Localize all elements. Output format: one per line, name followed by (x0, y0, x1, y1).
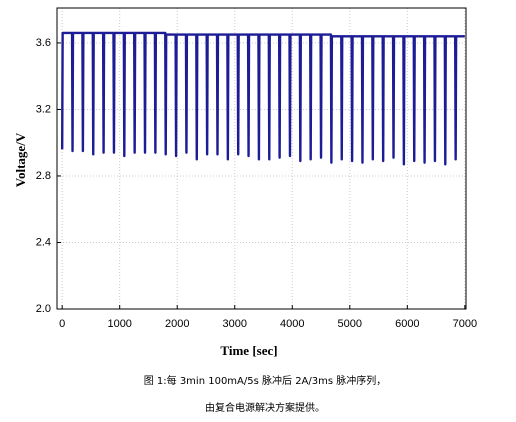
y-tick-label: 2.8 (36, 170, 51, 182)
caption: 图 1:每 3min 100mA/5s 脉冲后 2A/3ms 脉冲序列， (144, 374, 387, 387)
x-tick-label: 4000 (280, 318, 304, 330)
caption: 由复合电源解决方案提供。 (205, 401, 325, 414)
x-axis-label: Time [sec] (220, 343, 277, 358)
x-tick-label: 6000 (395, 318, 419, 330)
y-axis-label: Voltage/V (13, 132, 28, 187)
plot-frame (56, 7, 467, 310)
x-tick-label: 2000 (165, 318, 189, 330)
x-tick-label: 0 (59, 318, 65, 330)
x-tick-label: 3000 (223, 318, 247, 330)
x-tick-label: 7000 (453, 318, 477, 330)
y-tick-label: 3.6 (36, 37, 51, 49)
x-tick-label: 1000 (107, 318, 131, 330)
x-tick-label: 5000 (338, 318, 362, 330)
voltage-line (60, 31, 465, 166)
y-tick-label: 3.2 (36, 103, 51, 115)
y-tick-label: 2.0 (36, 303, 51, 315)
y-tick-label: 2.4 (36, 236, 51, 248)
